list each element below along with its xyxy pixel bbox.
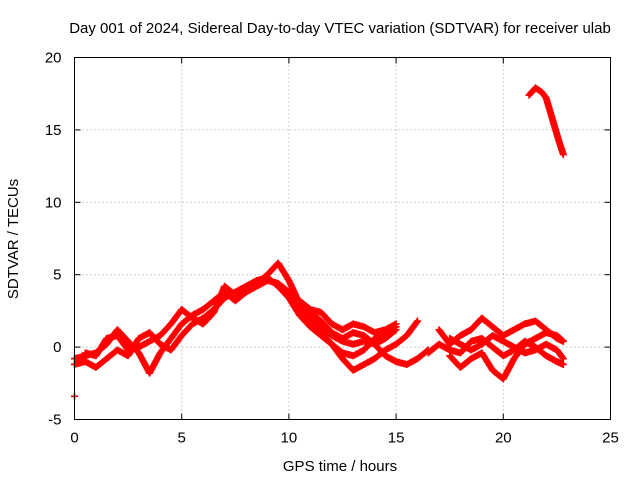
x-tick-label: 5 (178, 430, 186, 447)
y-tick-label: 5 (53, 267, 61, 284)
y-tick-label: 20 (45, 50, 62, 67)
y-tick-label: 10 (45, 194, 62, 211)
grid-lines (74, 57, 611, 420)
data-point (413, 318, 421, 326)
data-point (559, 151, 567, 159)
series-track-9 (435, 314, 567, 348)
data-points (71, 84, 567, 400)
y-axis-label: SDTVAR / TECUs (5, 179, 22, 299)
x-tick-label: 0 (70, 430, 78, 447)
y-tick-label: 0 (53, 339, 61, 356)
data-point (392, 320, 400, 328)
x-axis-label: GPS time / hours (283, 458, 397, 475)
plot-area-frame (74, 57, 611, 420)
x-tick-label: 20 (495, 430, 512, 447)
data-point (559, 360, 567, 368)
y-tick-label: -5 (48, 412, 61, 429)
data-point (558, 353, 566, 361)
x-tick-label: 10 (281, 430, 298, 447)
series-track-1 (71, 259, 400, 377)
series-track-10 (424, 334, 567, 368)
series-track-4 (285, 288, 432, 368)
series-track-5 (296, 297, 400, 337)
x-tick-label: 15 (388, 430, 405, 447)
axis-ticks: 0 5 10 15 20 25 -5 0 5 10 15 20 (45, 50, 619, 447)
series-track-3 (81, 276, 422, 374)
data-point (414, 317, 422, 325)
series-track-7 (446, 329, 567, 383)
series-track-11 (525, 84, 567, 159)
y-tick-label: 15 (45, 122, 62, 139)
x-tick-label: 25 (602, 430, 619, 447)
data-point (559, 337, 567, 345)
chart-title: Day 001 of 2024, Sidereal Day-to-day VTE… (69, 20, 611, 37)
